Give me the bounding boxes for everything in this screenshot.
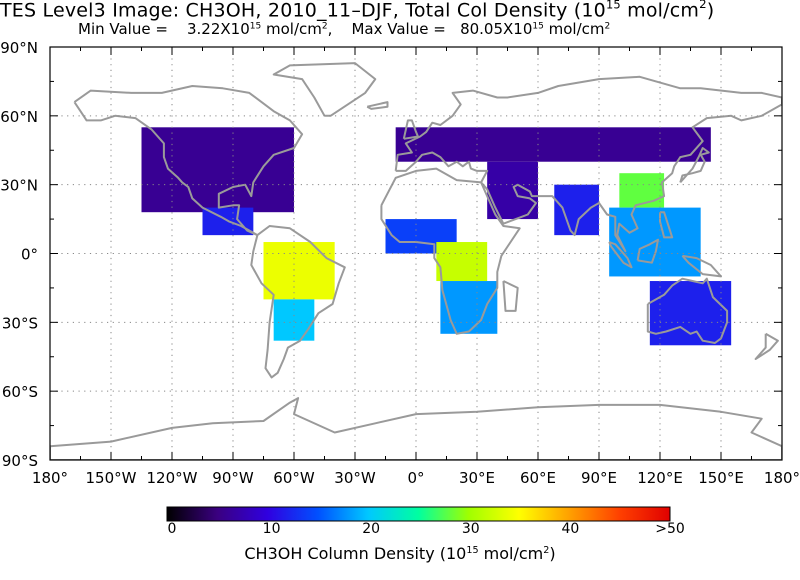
coastline (502, 280, 519, 312)
coastline (636, 238, 659, 264)
colorbar-title-unit: mol/cm (478, 544, 544, 563)
coastline (366, 101, 389, 110)
colorbar-tick-label: 20 (362, 521, 381, 537)
colorbar-tick-label: 0 (167, 521, 177, 537)
max-value: 80.05X10 (460, 20, 533, 38)
data-cell (273, 299, 315, 341)
data-cell (440, 281, 498, 334)
data-cell (619, 173, 665, 208)
lon-tick-label: 180° (32, 469, 68, 487)
lon-tick-label: 150°W (86, 469, 137, 487)
coastlines (50, 62, 782, 460)
colorbar-title-square: 2 (543, 544, 550, 556)
lon-tick-label: 60°E (520, 469, 556, 487)
max-unit-square: 2 (604, 21, 611, 32)
graticule (50, 47, 782, 460)
colorbar-tick-label: >50 (655, 521, 685, 537)
colorbar-tick-label: 10 (262, 521, 281, 537)
coastline (681, 254, 722, 278)
colorbar-title-exponent: 15 (466, 544, 479, 556)
lon-tick-label: 90°W (212, 469, 254, 487)
lon-tick-label: 150°E (698, 469, 744, 487)
coastline (646, 277, 729, 344)
coastline (50, 397, 782, 460)
coastline (272, 62, 377, 117)
lon-tick-label: 180° (764, 469, 800, 487)
min-max-subtitle: Min Value = 3.22X1015 mol/cm2, Max Value… (78, 20, 611, 38)
coastline (250, 225, 346, 379)
min-value: 3.22X10 (187, 20, 250, 38)
coastline (754, 332, 779, 360)
data-cell (436, 242, 488, 282)
colorbar-tick-label: 30 (461, 521, 480, 537)
min-unit-square: 2 (321, 21, 328, 32)
lon-tick-label: 0° (407, 469, 424, 487)
max-unit: mol/cm (548, 20, 605, 38)
title-end: ) (706, 0, 715, 22)
title-unit: mol/cm (620, 0, 700, 22)
lon-tick-label: 60°W (273, 469, 315, 487)
title-text: TES Level3 Image: CH3OH, 2010_11–DJF, To… (0, 0, 606, 22)
data-cell (141, 127, 294, 213)
data-cell (263, 242, 335, 300)
colorbar (166, 506, 671, 522)
coastline (608, 241, 633, 269)
lat-tick-label: 60°S (2, 383, 38, 401)
lon-tick-label: 90°E (581, 469, 617, 487)
coastline (380, 167, 521, 335)
lat-tick-label: 60°N (0, 108, 38, 126)
title-exponent: 15 (605, 0, 621, 12)
max-exponent: 15 (532, 21, 544, 32)
lon-tick-label: 120°W (147, 469, 198, 487)
coastline (679, 147, 710, 184)
coastline (394, 75, 782, 253)
colorbar-title-end: ) (549, 544, 556, 563)
lon-tick-label: 30°E (459, 469, 495, 487)
max-label: Max Value = (351, 20, 446, 38)
coastline (659, 211, 674, 239)
lat-tick-label: 30°N (0, 177, 38, 195)
min-label: Min Value = (78, 20, 168, 38)
lat-tick-label: 0° (21, 246, 38, 264)
axis-ticks (49, 46, 783, 461)
min-unit: mol/cm (266, 20, 322, 38)
coastline (402, 119, 419, 140)
coastline (73, 85, 304, 237)
lat-tick-label: 90°N (0, 39, 38, 57)
data-cell (395, 127, 711, 162)
data-cell (649, 281, 732, 346)
lat-tick-label: 90°S (2, 452, 38, 470)
page-title: TES Level3 Image: CH3OH, 2010_11–DJF, To… (0, 0, 800, 21)
axis-labels: 180° 150°W 120°W 90°W 60°W 30°W 0° 30°E 60°E 90°E… (0, 39, 800, 487)
lon-tick-label: 30°W (334, 469, 376, 487)
colorbar-title-text: CH3OH Column Density (10 (244, 544, 467, 563)
lon-tick-label: 120°E (637, 469, 683, 487)
colorbar-tick-label: 40 (561, 521, 580, 537)
title-square: 2 (699, 0, 707, 11)
colorbar-title: CH3OH Column Density (1015 mol/cm2) (0, 544, 800, 563)
min-exponent: 15 (249, 21, 262, 32)
lat-tick-label: 30°S (2, 314, 38, 332)
data-layer (141, 127, 732, 346)
